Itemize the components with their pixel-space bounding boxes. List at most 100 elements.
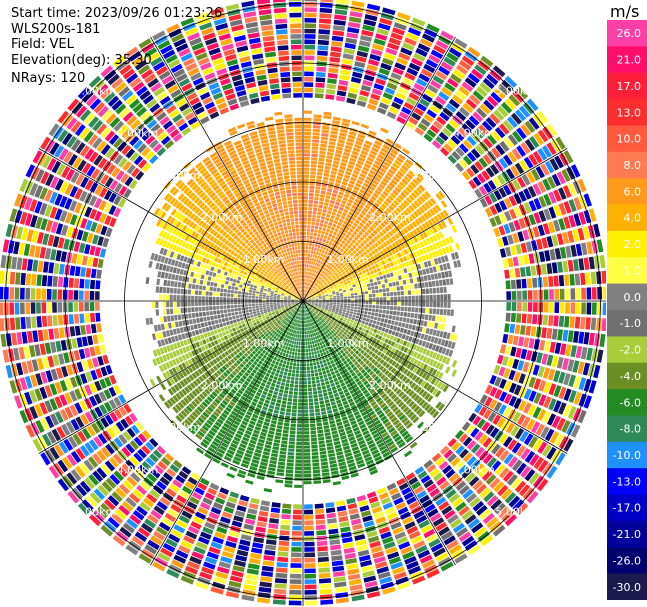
gate-cell xyxy=(178,515,190,524)
gate-cell xyxy=(383,386,390,392)
gate-cell xyxy=(333,156,341,162)
gate-cell xyxy=(336,356,341,361)
gate-cell xyxy=(391,277,395,282)
gate-cell xyxy=(322,286,326,290)
gate-cell xyxy=(317,338,321,343)
gate-cell xyxy=(209,482,220,491)
gate-cell xyxy=(370,315,374,320)
gate-cell xyxy=(291,541,302,547)
gate-cell xyxy=(330,371,336,376)
gate-cell xyxy=(330,312,335,315)
gate-cell xyxy=(486,73,499,86)
gate-cell xyxy=(274,406,280,411)
gate-cell xyxy=(314,262,318,266)
gate-cell xyxy=(306,282,308,286)
gate-cell xyxy=(368,442,376,449)
gate-cell xyxy=(264,347,269,351)
gate-cell xyxy=(246,355,252,360)
gate-cell xyxy=(258,360,263,365)
gate-cell xyxy=(269,460,277,465)
gate-cell xyxy=(507,357,514,368)
gate-cell xyxy=(283,422,290,427)
gate-cell xyxy=(365,222,371,228)
gate-cell xyxy=(374,285,379,290)
gate-cell xyxy=(313,398,319,402)
gate-cell xyxy=(323,281,327,284)
gate-cell xyxy=(357,192,364,198)
gate-cell xyxy=(422,247,428,254)
gate-cell xyxy=(411,295,415,301)
gate-cell xyxy=(286,466,294,470)
gate-cell xyxy=(365,294,369,298)
gate-cell xyxy=(299,313,301,317)
gate-cell xyxy=(322,319,325,322)
gate-cell xyxy=(235,374,241,380)
gate-cell xyxy=(341,385,347,390)
gate-cell xyxy=(332,292,336,295)
gate-cell xyxy=(528,200,537,212)
gate-cell xyxy=(351,423,358,429)
gate-cell xyxy=(309,292,312,295)
gate-cell xyxy=(335,263,339,267)
gate-cell xyxy=(325,330,329,334)
gate-cell xyxy=(357,133,366,139)
gate-cell xyxy=(355,182,362,188)
gate-cell xyxy=(307,275,310,279)
gate-cell xyxy=(417,549,431,559)
gate-cell xyxy=(310,322,313,326)
gate-cell xyxy=(474,144,485,156)
gate-cell xyxy=(355,456,363,462)
gate-cell xyxy=(400,403,407,411)
gate-cell xyxy=(438,248,444,256)
gate-cell xyxy=(314,316,318,320)
gate-cell xyxy=(316,175,323,180)
gate-cell xyxy=(303,391,308,396)
gate-cell xyxy=(521,278,527,289)
gate-cell xyxy=(345,171,352,176)
gate-cell xyxy=(379,266,384,271)
gate-cell xyxy=(408,530,421,540)
gate-cell xyxy=(322,305,326,307)
gate-cell xyxy=(424,202,431,210)
gate-cell xyxy=(438,65,451,76)
gate-cell xyxy=(334,153,342,158)
gate-cell xyxy=(312,318,315,322)
gate-cell xyxy=(504,210,512,222)
gate-cell xyxy=(507,439,518,451)
gate-cell xyxy=(388,267,393,273)
gate-cell xyxy=(332,305,336,308)
gate-cell xyxy=(403,227,409,234)
gate-cell xyxy=(396,258,401,264)
gate-cell xyxy=(442,331,448,339)
gate-cell xyxy=(305,257,308,261)
gate-cell xyxy=(434,345,440,352)
gate-cell xyxy=(428,252,433,259)
gate-cell xyxy=(408,205,415,212)
gate-cell xyxy=(328,364,333,369)
gate-cell xyxy=(167,508,179,518)
gate-cell xyxy=(398,111,409,120)
gate-cell xyxy=(352,71,363,79)
gate-cell xyxy=(400,47,413,56)
gate-cell xyxy=(580,272,586,285)
gate-cell xyxy=(305,260,307,264)
gate-cell xyxy=(371,347,376,352)
gate-cell xyxy=(375,439,384,445)
gate-cell xyxy=(227,449,235,456)
gate-cell xyxy=(313,340,317,344)
gate-cell xyxy=(289,584,302,590)
gate-cell xyxy=(361,198,368,204)
gate-cell xyxy=(407,183,415,191)
gate-cell xyxy=(403,161,411,169)
gate-cell xyxy=(307,257,310,261)
gate-cell xyxy=(288,324,291,328)
gate-cell xyxy=(284,483,293,488)
gate-cell xyxy=(316,172,323,176)
gate-cell xyxy=(304,267,307,271)
gate-cell xyxy=(297,406,303,410)
gate-cell xyxy=(388,365,394,371)
gate-cell xyxy=(328,306,333,309)
gate-cell xyxy=(331,290,336,293)
gate-cell xyxy=(405,159,414,166)
gate-cell xyxy=(304,292,306,296)
